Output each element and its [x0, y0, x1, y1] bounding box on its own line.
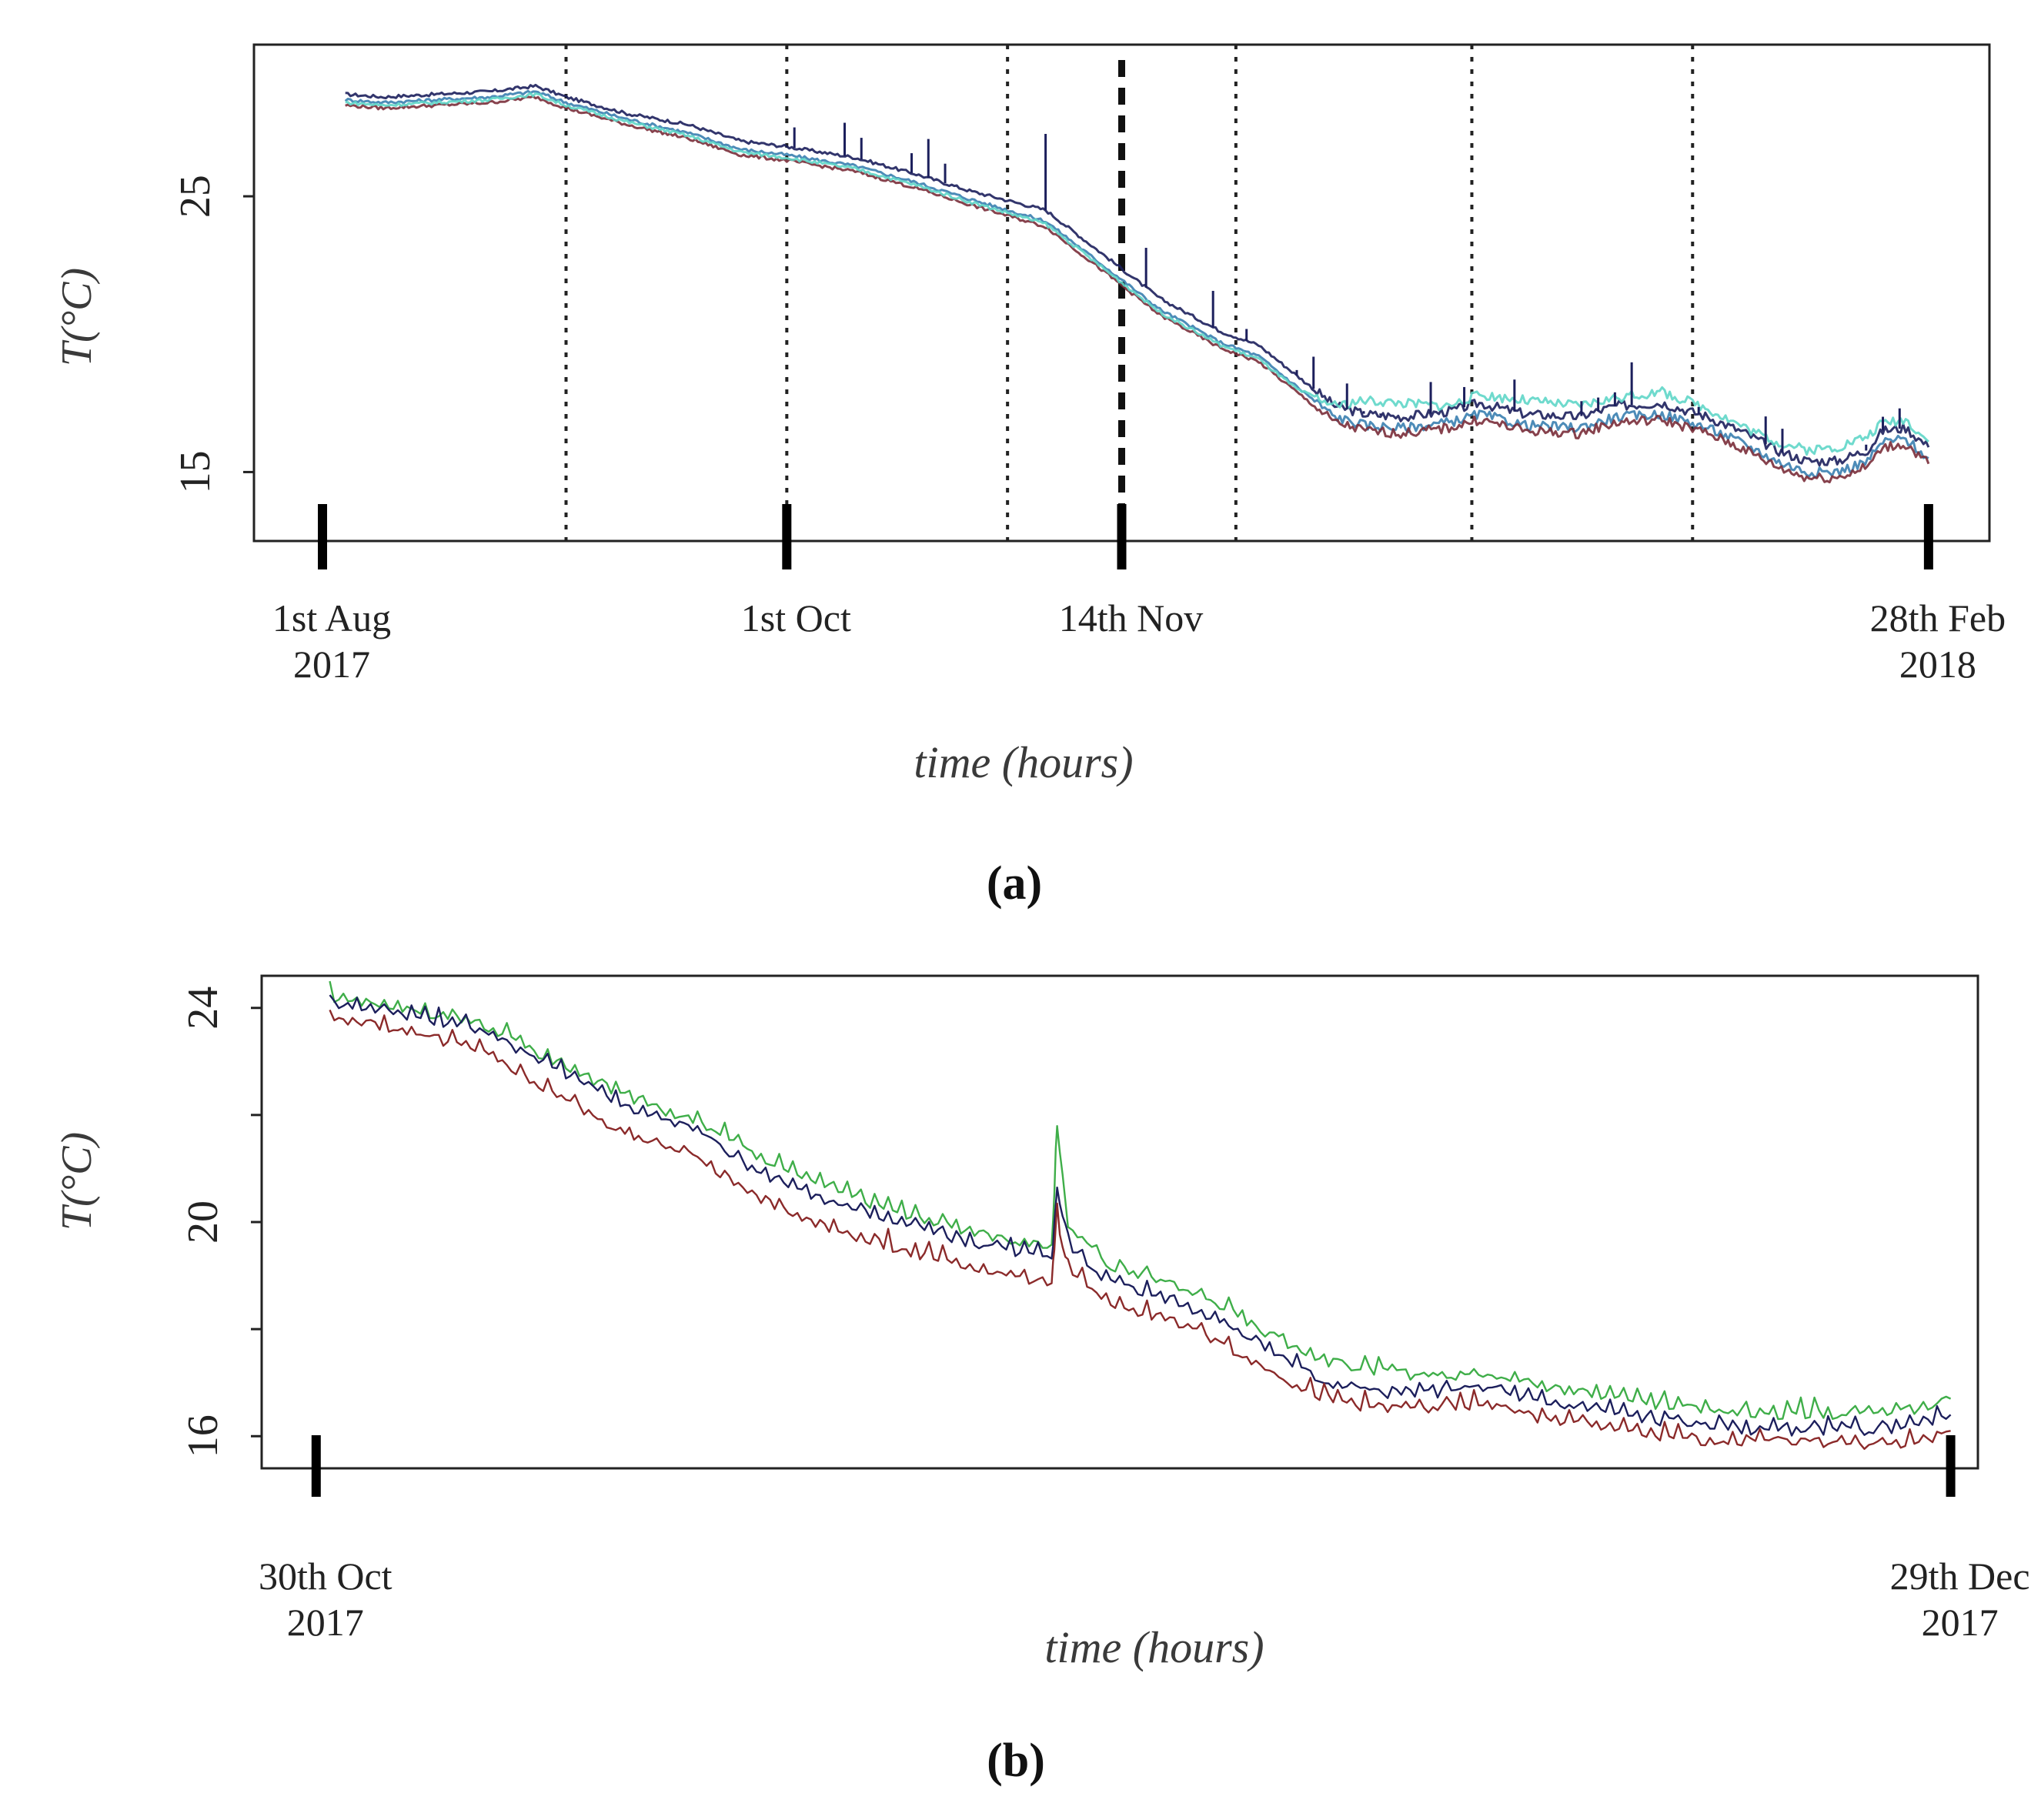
date-label: 29th Dec	[1890, 1555, 2030, 1598]
y-axis-label-a: T(°C)	[53, 268, 101, 366]
series-line-sensor-cyan	[345, 92, 1929, 456]
panel-label-a: (a)	[987, 857, 1042, 910]
panel-label-b: (b)	[987, 1735, 1045, 1787]
date-label: 2017	[287, 1601, 364, 1644]
y-axis-label-b: T(°C)	[53, 1132, 101, 1231]
series-line-sensor-upper	[345, 83, 1930, 467]
y-tick-label: 16	[179, 1414, 227, 1458]
series-group-b	[329, 980, 1952, 1450]
date-label: 28th Feb	[1870, 596, 2006, 640]
date-label: 2018	[1899, 643, 1976, 686]
series-line-sensor-red	[329, 1009, 1951, 1450]
date-label: 14th Nov	[1059, 596, 1204, 640]
y-tick-label: 24	[179, 987, 227, 1030]
y-tick-label: 25	[172, 175, 219, 218]
spikes-group-a	[793, 122, 1901, 452]
series-line-sensor-middle	[344, 89, 1929, 479]
series-line-sensor-navy	[329, 994, 1952, 1437]
series-line-sensor-green	[329, 980, 1952, 1421]
x-axis-label-a: time (hours)	[914, 737, 1133, 787]
y-tick-label: 15	[172, 450, 219, 493]
vertical-markers-a	[564, 45, 1695, 541]
series-group-a	[344, 83, 1930, 484]
date-label: 2017	[293, 643, 370, 686]
date-label: 1st Oct	[741, 596, 851, 640]
date-label: 30th Oct	[259, 1555, 393, 1598]
y-ticks-b: 16 20 24	[179, 987, 262, 1458]
x-axis-label-b: time (hours)	[1044, 1622, 1264, 1672]
y-tick-label: 20	[179, 1201, 227, 1244]
date-label: 1st Aug	[272, 596, 391, 640]
date-label: 2017	[1922, 1601, 1999, 1644]
